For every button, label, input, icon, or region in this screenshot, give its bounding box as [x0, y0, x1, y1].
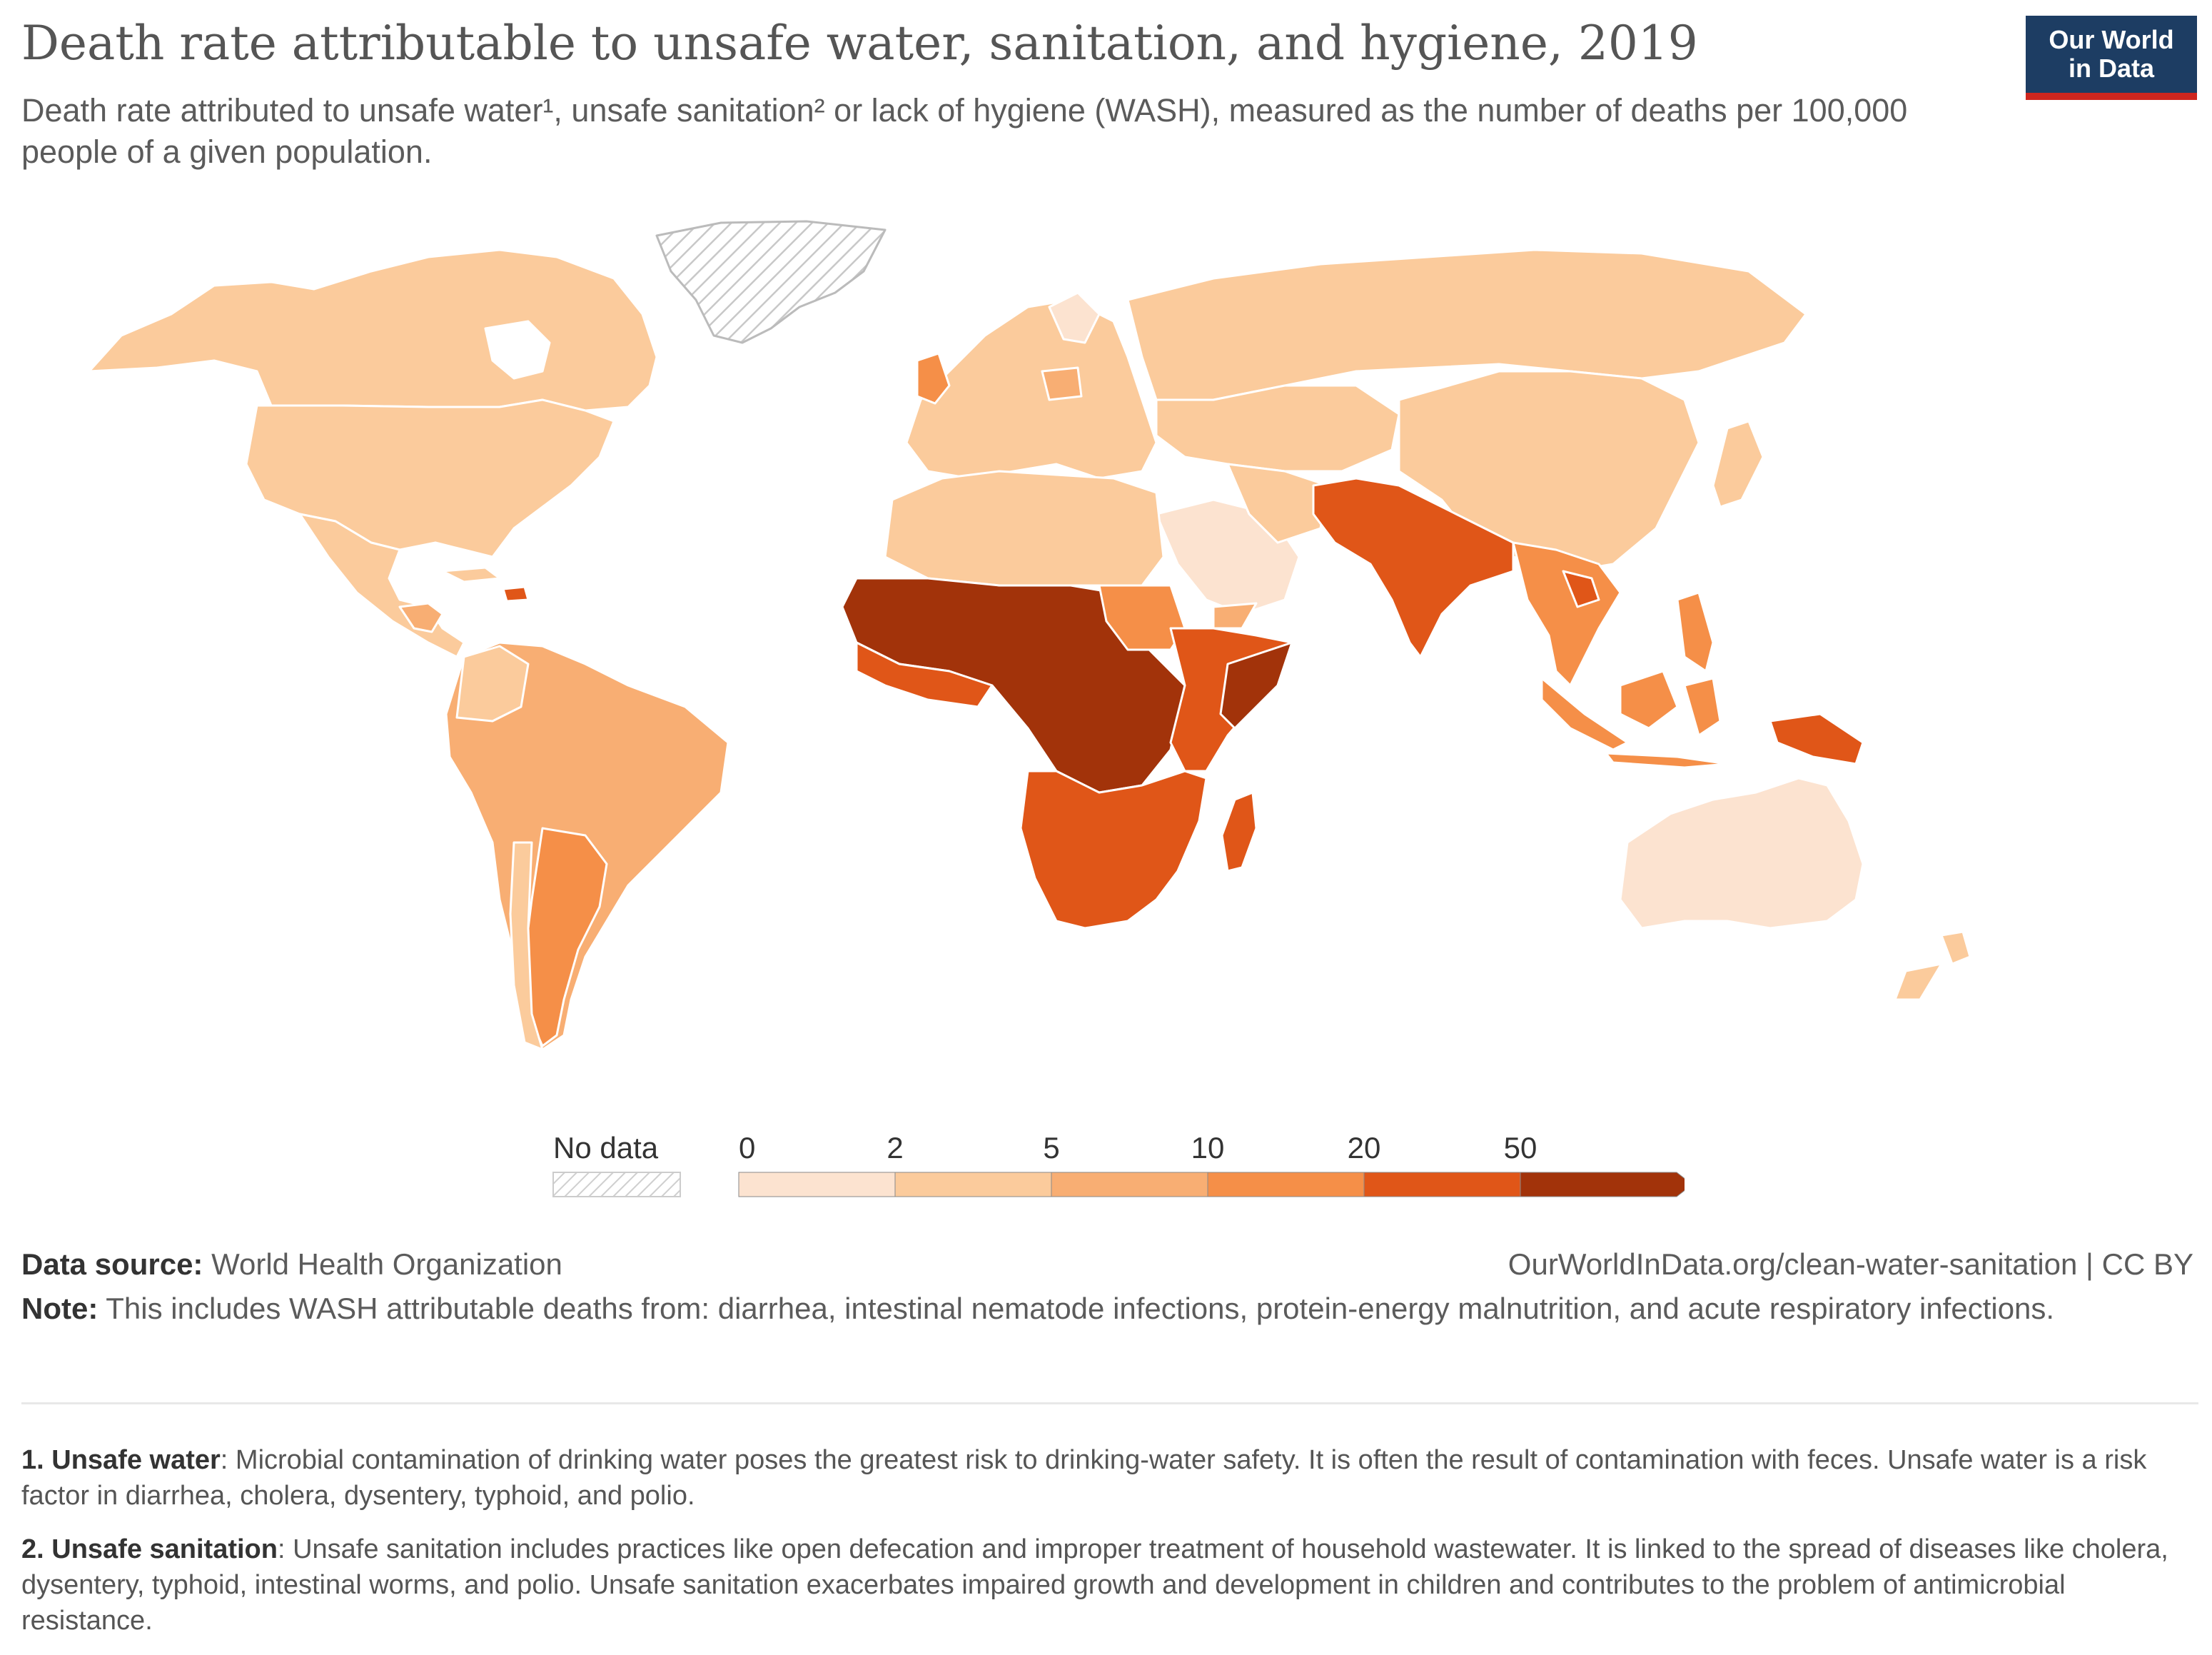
footnote-1-text: : Microbial contamination of drinking wa…	[21, 1445, 2147, 1511]
region-iran[interactable]	[1226, 463, 1329, 544]
logo-line-2: in Data	[2068, 54, 2155, 83]
legend-tick-labels: 0 2 5 10 20 50	[739, 1131, 1537, 1164]
region-colombia-peru[interactable]	[455, 645, 530, 723]
legend-tick-label-5: 50	[1504, 1131, 1537, 1164]
region-caribbean[interactable]	[441, 566, 501, 583]
footnote-2-label: 2. Unsafe sanitation	[21, 1534, 278, 1564]
region-papua-new-guinea[interactable]	[1769, 713, 1864, 765]
region-indonesia[interactable]	[1540, 670, 1729, 769]
data-source: Data source: World Health Organization	[21, 1247, 562, 1282]
legend-bin-3[interactable]	[1207, 1172, 1365, 1197]
region-australia[interactable]	[1619, 777, 1864, 930]
source-label: Data source:	[21, 1247, 203, 1281]
region-west-africa-coast[interactable]	[855, 641, 994, 708]
region-guatemala-honduras[interactable]	[398, 602, 444, 633]
legend-bin-2[interactable]	[1051, 1172, 1208, 1197]
legend-no-data-swatch	[552, 1172, 681, 1197]
region-central-asia[interactable]	[1155, 384, 1400, 473]
legend-tick-label-4: 20	[1348, 1131, 1381, 1164]
region-haiti[interactable]	[502, 585, 530, 603]
source-value: World Health Organization	[211, 1247, 562, 1281]
region-philippines[interactable]	[1676, 591, 1714, 673]
region-yemen[interactable]	[1212, 602, 1258, 630]
source-url[interactable]: OurWorldInData.org/clean-water-sanitatio…	[1508, 1247, 2193, 1281]
note-text: This includes WASH attributable deaths f…	[106, 1292, 2055, 1325]
footnote-1-label: 1. Unsafe water	[21, 1445, 221, 1475]
region-scandinavia[interactable]	[1048, 291, 1101, 344]
region-russia[interactable]	[1126, 248, 1807, 401]
legend-tick-label-1: 2	[887, 1131, 903, 1164]
chart-note: Note: This includes WASH attributable de…	[21, 1289, 2091, 1329]
region-southeast-asia[interactable]	[1512, 541, 1622, 687]
region-south-asia[interactable]	[1312, 477, 1515, 658]
legend-tick-label-2: 5	[1043, 1131, 1059, 1164]
region-north-africa[interactable]	[884, 470, 1165, 587]
legend-bin-5[interactable]	[1520, 1172, 1685, 1197]
footer-divider	[21, 1402, 2198, 1404]
world-map	[88, 220, 1971, 1051]
region-madagascar[interactable]	[1221, 791, 1258, 872]
region-new-zealand[interactable]	[1894, 930, 1971, 1001]
chart-subtitle: Death rate attributed to unsafe water¹, …	[21, 92, 1908, 170]
chart-title: Death rate attributable to unsafe water,…	[21, 16, 1698, 71]
legend-bin-1[interactable]	[894, 1172, 1052, 1197]
legend-bin-4[interactable]	[1363, 1172, 1521, 1197]
legend: No data 0 2 5 10 20 50	[552, 1131, 1685, 1197]
footnote-2-text: : Unsafe sanitation includes practices l…	[21, 1534, 2168, 1636]
footnote-2: 2. Unsafe sanitation: Unsafe sanitation …	[21, 1531, 2191, 1639]
legend-tick-label-3: 10	[1191, 1131, 1225, 1164]
legend-bin-0[interactable]	[738, 1172, 896, 1197]
region-chile[interactable]	[509, 841, 544, 1051]
region-hudson-bay	[484, 320, 551, 380]
region-uk[interactable]	[916, 352, 951, 405]
owid-logo[interactable]: Our World in Data	[2026, 16, 2197, 100]
region-laos[interactable]	[1562, 570, 1600, 608]
region-poland[interactable]	[1041, 366, 1083, 401]
footnote-1: 1. Unsafe water: Microbial contamination…	[21, 1442, 2191, 1514]
logo-line-1: Our World	[2049, 25, 2174, 54]
region-usa[interactable]	[245, 398, 615, 558]
legend-no-data-label: No data	[553, 1131, 659, 1164]
legend-color-bins	[738, 1172, 1685, 1197]
region-southern-africa[interactable]	[1019, 770, 1208, 930]
region-sudan[interactable]	[1098, 584, 1186, 651]
region-japan[interactable]	[1712, 420, 1764, 508]
region-somalia[interactable]	[1219, 641, 1293, 730]
legend-tick-label-0: 0	[739, 1131, 755, 1164]
note-label: Note:	[21, 1292, 99, 1325]
region-canada-alaska[interactable]	[88, 248, 658, 412]
region-greenland[interactable]	[655, 220, 887, 344]
